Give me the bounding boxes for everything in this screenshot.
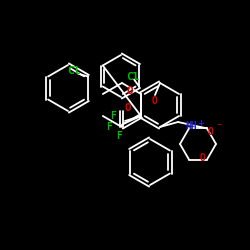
Text: O: O bbox=[124, 103, 131, 113]
Text: F: F bbox=[106, 122, 112, 132]
Text: F: F bbox=[110, 111, 116, 121]
Text: Cl: Cl bbox=[126, 72, 140, 82]
Text: NH: NH bbox=[185, 122, 197, 132]
Text: O: O bbox=[152, 96, 158, 106]
Text: ⁻: ⁻ bbox=[216, 122, 222, 132]
Text: +: + bbox=[198, 119, 204, 128]
Text: O: O bbox=[126, 86, 133, 96]
Text: O: O bbox=[208, 127, 214, 137]
Text: O: O bbox=[200, 152, 206, 162]
Text: F: F bbox=[116, 131, 122, 141]
Text: Cl: Cl bbox=[67, 66, 81, 76]
